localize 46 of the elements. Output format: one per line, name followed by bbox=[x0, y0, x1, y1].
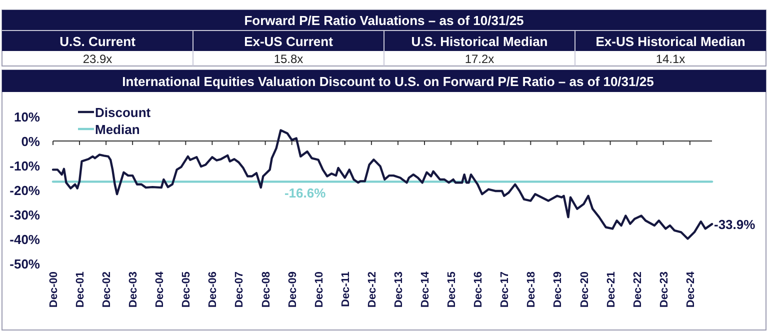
x-tick-label: Dec-06 bbox=[207, 272, 220, 308]
x-tick-label: Dec-24 bbox=[684, 270, 697, 308]
x-tick-label: Dec-19 bbox=[552, 272, 564, 308]
x-tick-label: Dec-13 bbox=[392, 272, 405, 308]
y-tick-label: 10% bbox=[14, 110, 40, 124]
x-tick-label: Dec-00 bbox=[48, 272, 60, 308]
x-tick-label: Dec-22 bbox=[632, 272, 644, 308]
x-tick-label: Dec-07 bbox=[234, 272, 246, 308]
y-tick-label: -40% bbox=[10, 232, 40, 247]
category-label: Ex-US Historical Median bbox=[596, 34, 746, 49]
chart-title: International Equities Valuation Discount to U.S. on Forward P/E Ratio – as of 10/31/25 bbox=[122, 74, 654, 89]
y-tick-label: -10% bbox=[10, 158, 40, 174]
x-tick-label: Dec-17 bbox=[499, 272, 512, 308]
x-tick-label: Dec-10 bbox=[313, 272, 326, 308]
text: 15.8x bbox=[274, 52, 304, 66]
x-tick-label: Dec-02 bbox=[101, 272, 114, 308]
x-tick-label: Dec-12 bbox=[366, 272, 378, 308]
x-tick-label: Dec-09 bbox=[286, 272, 299, 308]
category-label: U.S. Current bbox=[60, 34, 136, 49]
category-label: U.S. Historical Median bbox=[411, 34, 548, 49]
x-tick-label: Dec-08 bbox=[260, 272, 272, 308]
x-tick-label: Dec-11 bbox=[340, 272, 352, 307]
text: Forward P/E Ratio Valuations – as of 10/31/25 bbox=[244, 13, 524, 28]
x-tick-label: Dec-23 bbox=[658, 272, 670, 308]
legend-label: Median bbox=[95, 122, 140, 137]
legend-label: Discount bbox=[95, 105, 152, 120]
x-tick-label: Dec-18 bbox=[526, 272, 538, 308]
x-tick-label: Dec-05 bbox=[180, 272, 193, 308]
x-tick-label: Dec-16 bbox=[472, 272, 485, 308]
x-tick-label: Dec-20 bbox=[578, 272, 591, 308]
category-label: Ex-US Current bbox=[244, 34, 334, 49]
x-tick-label: Dec-14 bbox=[419, 270, 432, 308]
text: 14.1x bbox=[656, 52, 686, 66]
text: 17.2x bbox=[464, 52, 494, 66]
x-tick-label: Dec-01 bbox=[74, 272, 87, 308]
y-tick-label: -50% bbox=[10, 256, 40, 272]
x-tick-label: Dec-15 bbox=[446, 272, 458, 308]
annotation: -33.9% bbox=[714, 217, 756, 232]
y-tick-label: -20% bbox=[10, 183, 40, 198]
x-tick-label: Dec-21 bbox=[605, 272, 618, 308]
y-tick-label: 0% bbox=[21, 134, 40, 149]
x-tick-label: Dec-04 bbox=[154, 270, 166, 308]
annotation: -16.6% bbox=[284, 186, 326, 201]
text: 23.9x bbox=[82, 52, 112, 66]
y-tick-label: -30% bbox=[10, 208, 40, 222]
x-tick-label: Dec-03 bbox=[128, 272, 140, 308]
